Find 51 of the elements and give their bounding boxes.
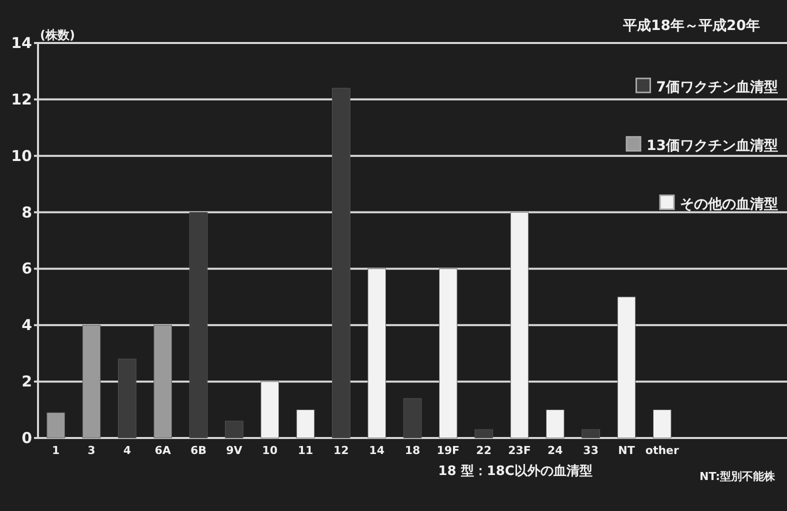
bar <box>546 410 564 438</box>
x-tick-label: 24 <box>548 444 564 457</box>
y-tick-label: 12 <box>11 90 32 108</box>
bar <box>474 429 493 438</box>
bar <box>617 296 636 438</box>
y-tick-label: 0 <box>22 429 32 447</box>
y-tick-label: 10 <box>11 146 32 165</box>
bar <box>332 88 350 438</box>
x-tick-label: 14 <box>369 444 385 457</box>
y-axis-title: (株数) <box>40 28 75 42</box>
x-tick-label: NT <box>618 444 636 457</box>
x-tick-label: 4 <box>123 444 132 457</box>
bar <box>118 358 136 438</box>
legend-label: 13価ワクチン血清型 <box>646 138 778 154</box>
bar <box>582 429 600 438</box>
chart-title: 平成18年～平成20年 <box>622 18 760 34</box>
bar <box>82 324 101 438</box>
text: 18 型：18C以外の血清型 <box>438 464 592 479</box>
bar <box>154 324 172 438</box>
x-tick-label: 6A <box>154 444 172 457</box>
x-tick-label: 22 <box>476 444 492 457</box>
bar <box>368 268 386 438</box>
bar <box>510 212 529 438</box>
y-tick-label: 8 <box>22 203 32 222</box>
x-tick-label: other <box>645 444 680 457</box>
x-tick-label: 1 <box>52 444 60 457</box>
x-tick-label: 18 <box>404 444 420 457</box>
y-tick-label: 2 <box>22 372 32 391</box>
x-tick-label: 3 <box>88 444 96 457</box>
legend-label: 7価ワクチン血清型 <box>656 79 778 96</box>
bar <box>403 398 422 438</box>
bar <box>439 268 458 438</box>
y-tick-label: 4 <box>22 316 32 334</box>
x-tick-label: 12 <box>334 444 349 457</box>
x-tick-label: 9V <box>226 444 243 457</box>
x-tick-label: 11 <box>298 444 314 457</box>
bar <box>189 212 208 438</box>
y-tick-label: 6 <box>22 260 32 278</box>
text: NT:型別不能株 <box>699 470 776 483</box>
bar <box>225 420 244 438</box>
x-tick-label: 33 <box>583 444 598 457</box>
x-tick-label: 23F <box>508 444 531 457</box>
bar <box>653 410 672 438</box>
x-tick-label: 19F <box>436 444 460 457</box>
bar <box>296 410 315 438</box>
x-tick-label: 6B <box>190 444 207 457</box>
legend-label: その他の血清型 <box>680 196 778 212</box>
x-tick-label: 10 <box>262 444 278 457</box>
bar <box>260 381 279 438</box>
y-tick-label: 14 <box>11 34 32 52</box>
bar <box>46 412 65 438</box>
